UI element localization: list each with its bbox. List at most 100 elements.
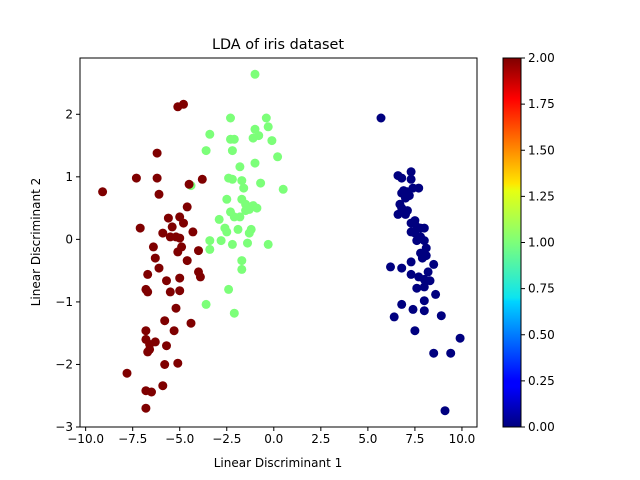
data-point-class-1 [205,236,215,246]
data-point-class-2 [141,403,151,413]
data-point-class-2 [135,223,145,233]
y-tick-label: −1 [55,295,73,309]
data-point-class-1 [227,146,237,156]
data-point-class-1 [237,264,247,274]
data-point-class-1 [216,236,226,246]
y-axis-label: Linear Discriminant 2 [29,178,43,307]
data-point-class-1 [244,204,254,214]
data-point-class-2 [182,256,192,266]
x-tick-label: −7.5 [118,432,147,446]
points [98,69,465,416]
colorbar-tick-label: 0.00 [528,420,555,434]
data-point-class-1 [244,228,254,238]
data-point-class-1 [227,239,237,249]
data-point-class-1 [222,194,232,204]
data-point-class-0 [419,296,429,306]
x-tick-label: −10.0 [67,432,104,446]
data-point-class-2 [143,287,153,297]
data-point-class-0 [431,289,441,299]
data-point-class-0 [397,299,407,309]
colorbar-tick-label: 2.00 [528,51,555,65]
x-tick-label: −2.5 [212,432,241,446]
data-point-class-0 [389,312,399,322]
data-point-class-2 [160,316,170,326]
data-point-class-0 [419,236,429,246]
data-point-class-0 [401,209,410,219]
colorbar-tick-label: 0.50 [528,328,555,342]
data-point-class-0 [406,269,416,279]
data-point-class-1 [248,133,258,143]
x-tick-label: 5.0 [358,432,377,446]
data-point-class-0 [393,209,403,219]
data-point-class-2 [152,173,162,183]
data-point-class-0 [421,251,431,261]
data-point-class-2 [143,269,153,279]
data-point-class-2 [148,242,158,252]
data-point-class-1 [235,212,245,222]
data-point-class-1 [235,162,245,172]
data-point-class-2 [143,347,153,357]
y-tick-label: −2 [55,357,73,371]
data-point-class-2 [162,341,171,351]
x-tick-label: 2.5 [311,432,330,446]
data-point-class-0 [406,257,416,267]
y-tick-label: 1 [65,170,73,184]
data-point-class-0 [408,183,418,193]
x-tick-label: 7.5 [405,432,424,446]
data-point-class-2 [169,326,179,336]
data-point-class-0 [429,259,439,269]
data-point-class-2 [167,222,177,232]
data-point-class-2 [173,247,183,257]
data-point-class-1 [273,152,283,162]
data-point-class-2 [160,360,170,369]
data-point-class-1 [252,203,262,213]
data-point-class-1 [201,299,211,309]
data-point-class-1 [237,176,247,186]
data-point-class-2 [163,213,173,223]
data-point-class-1 [263,122,273,132]
y-tick-label: −3 [55,420,73,434]
data-point-class-2 [158,381,168,391]
data-point-class-0 [440,406,450,416]
data-point-class-2 [162,276,171,286]
data-point-class-1 [243,238,252,248]
x-axis-label: Linear Discriminant 1 [214,456,343,470]
data-point-class-1 [278,184,288,194]
data-point-class-0 [412,236,422,246]
data-point-class-2 [195,272,205,282]
data-point-class-0 [446,348,456,358]
data-point-class-2 [141,326,151,336]
x-ticks: −10.0 −7.5 −5.0 −2.5 0.0 2.5 5.0 7.5 10.0 [67,427,475,446]
colorbar-ticks: 0.00 0.25 0.50 0.75 1.00 1.25 1.50 1.75 2.00 [521,51,555,434]
data-point-class-1 [201,146,211,156]
data-point-class-1 [250,69,260,79]
data-point-class-2 [175,233,185,243]
data-point-class-1 [237,256,247,266]
data-point-class-2 [152,148,162,158]
colorbar-tick-label: 0.75 [528,282,555,296]
x-tick-label: −5.0 [165,432,194,446]
data-point-class-2 [188,227,198,237]
data-point-class-1 [250,158,260,168]
data-point-class-0 [397,263,407,273]
data-point-class-1 [205,129,215,139]
data-point-class-1 [233,224,243,234]
x-tick-label: 0.0 [264,432,283,446]
data-point-class-2 [150,253,160,263]
data-point-class-0 [419,306,429,316]
data-point-class-0 [386,262,395,272]
data-point-class-1 [267,136,277,146]
plot-frame [79,57,478,428]
data-point-class-2 [182,202,192,212]
data-point-class-2 [175,273,185,283]
data-point-class-0 [410,326,420,336]
data-point-class-1 [229,308,239,318]
data-point-class-1 [263,239,273,249]
data-point-class-2 [175,286,185,296]
data-point-class-2 [147,387,156,397]
colorbar-tick-label: 1.75 [528,97,555,111]
chart-title: LDA of iris dataset [212,37,344,53]
colorbar-tick-label: 1.25 [528,189,555,203]
data-point-class-2 [184,179,194,189]
